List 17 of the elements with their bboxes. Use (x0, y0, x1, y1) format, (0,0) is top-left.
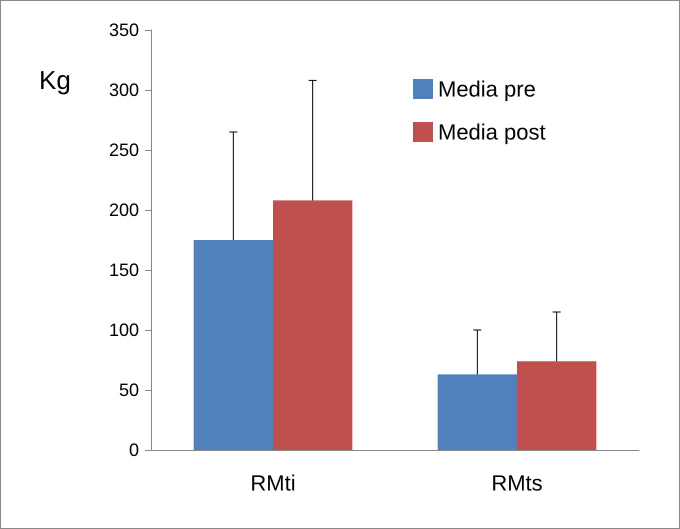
bar (273, 200, 352, 450)
y-tick-label: 300 (108, 80, 139, 100)
y-tick-label: 250 (108, 140, 139, 160)
bar (517, 361, 596, 450)
y-axis-title: Kg (39, 65, 71, 95)
x-tick-label: RMts (491, 470, 543, 496)
y-tick-label: 100 (108, 320, 139, 340)
y-tick-label: 150 (108, 260, 139, 280)
bar (194, 240, 273, 450)
x-tick-label: RMti (250, 470, 296, 496)
y-tick-label: 50 (118, 380, 139, 400)
bar (438, 374, 517, 450)
y-tick-label: 0 (128, 440, 139, 460)
legend-label: Media pre (438, 76, 536, 102)
y-tick-label: 200 (108, 200, 139, 220)
y-tick-label: 350 (108, 20, 139, 40)
legend-label: Media post (438, 120, 546, 144)
